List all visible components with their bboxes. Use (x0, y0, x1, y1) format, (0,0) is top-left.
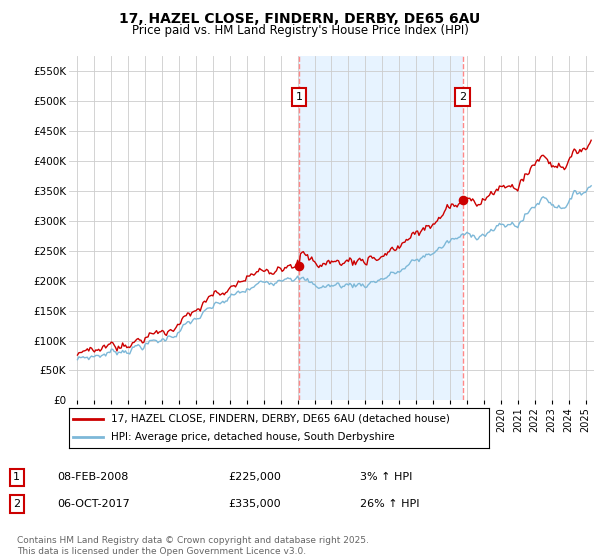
Text: £225,000: £225,000 (228, 472, 281, 482)
Text: 08-FEB-2008: 08-FEB-2008 (57, 472, 128, 482)
Text: Price paid vs. HM Land Registry's House Price Index (HPI): Price paid vs. HM Land Registry's House … (131, 24, 469, 37)
Text: 17, HAZEL CLOSE, FINDERN, DERBY, DE65 6AU (detached house): 17, HAZEL CLOSE, FINDERN, DERBY, DE65 6A… (111, 414, 450, 424)
Text: 17, HAZEL CLOSE, FINDERN, DERBY, DE65 6AU: 17, HAZEL CLOSE, FINDERN, DERBY, DE65 6A… (119, 12, 481, 26)
Point (458, 195, 467, 204)
Bar (299, 56, 463, 400)
Text: 1: 1 (13, 472, 20, 482)
Text: Contains HM Land Registry data © Crown copyright and database right 2025.
This d: Contains HM Land Registry data © Crown c… (17, 536, 368, 556)
Text: 1: 1 (296, 92, 302, 102)
Point (294, 261, 304, 270)
Text: 2: 2 (459, 92, 466, 102)
Text: 26% ↑ HPI: 26% ↑ HPI (360, 499, 419, 509)
Text: HPI: Average price, detached house, South Derbyshire: HPI: Average price, detached house, Sout… (111, 432, 395, 442)
Text: 2: 2 (13, 499, 20, 509)
Text: 06-OCT-2017: 06-OCT-2017 (57, 499, 130, 509)
Text: 3% ↑ HPI: 3% ↑ HPI (360, 472, 412, 482)
Text: £335,000: £335,000 (228, 499, 281, 509)
